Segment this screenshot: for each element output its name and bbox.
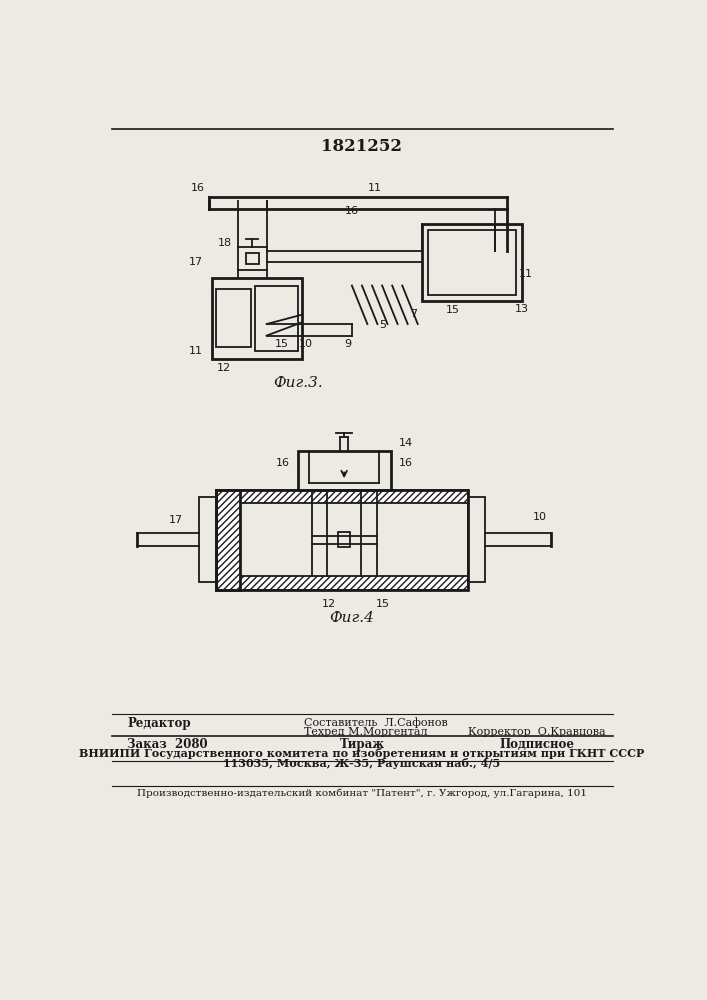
Text: Производственно-издательский комбинат "Патент", г. Ужгород, ул.Гагарина, 101: Производственно-издательский комбинат "П… [137,788,587,798]
Text: 15: 15 [275,339,289,349]
Bar [238,247,267,270]
Text: 10: 10 [298,339,312,349]
Text: 18: 18 [218,238,232,248]
Text: 7: 7 [410,309,417,319]
Text: 16: 16 [276,458,290,468]
Bar [468,497,485,582]
Text: 17: 17 [169,515,183,525]
Text: 16: 16 [398,458,412,468]
Text: Корректор  О.Кравцова: Корректор О.Кравцова [468,727,606,737]
Text: 113035, Москва, Ж-35, Раушская наб., 4/5: 113035, Москва, Ж-35, Раушская наб., 4/5 [223,758,501,769]
Bar [255,286,298,351]
Text: ВНИИПИ Государственного комитета по изобретениям и открытиям при ГКНТ СССР: ВНИИПИ Государственного комитета по изоб… [79,748,645,759]
Text: 12: 12 [322,599,336,609]
Bar [216,576,468,590]
Bar [216,490,240,590]
Text: 17: 17 [189,257,203,267]
Bar [246,253,259,264]
Text: 14: 14 [398,438,412,448]
Text: 11: 11 [518,269,532,279]
Text: Фиг.4: Фиг.4 [329,611,374,625]
Text: Фиг.3.: Фиг.3. [273,376,322,390]
Text: 1821252: 1821252 [322,138,402,155]
Bar [212,278,301,359]
Text: 15: 15 [445,305,460,315]
Bar [338,532,351,547]
Text: 15: 15 [376,599,390,609]
Text: Тираж: Тираж [339,738,385,751]
Text: 16: 16 [345,206,359,216]
Text: Техред М.Моргентал: Техред М.Моргентал [304,727,427,737]
Bar [216,490,468,503]
Bar [199,497,216,582]
Bar [216,289,251,347]
Text: 9: 9 [344,339,351,349]
Bar [216,490,468,590]
Bar [428,230,516,295]
Text: Подписное: Подписное [499,738,574,751]
Text: 12: 12 [217,363,231,373]
Text: 10: 10 [532,512,547,522]
Text: 11: 11 [189,346,203,356]
Text: Заказ  2080: Заказ 2080 [127,738,208,751]
Bar [421,224,522,301]
Text: Редактор: Редактор [127,717,191,730]
Bar [298,451,391,490]
Text: Составитель  Л.Сафонов: Составитель Л.Сафонов [304,717,448,728]
Text: 11: 11 [368,183,382,193]
Text: 5: 5 [380,320,386,330]
Text: 16: 16 [191,183,204,193]
Text: 13: 13 [515,304,529,314]
